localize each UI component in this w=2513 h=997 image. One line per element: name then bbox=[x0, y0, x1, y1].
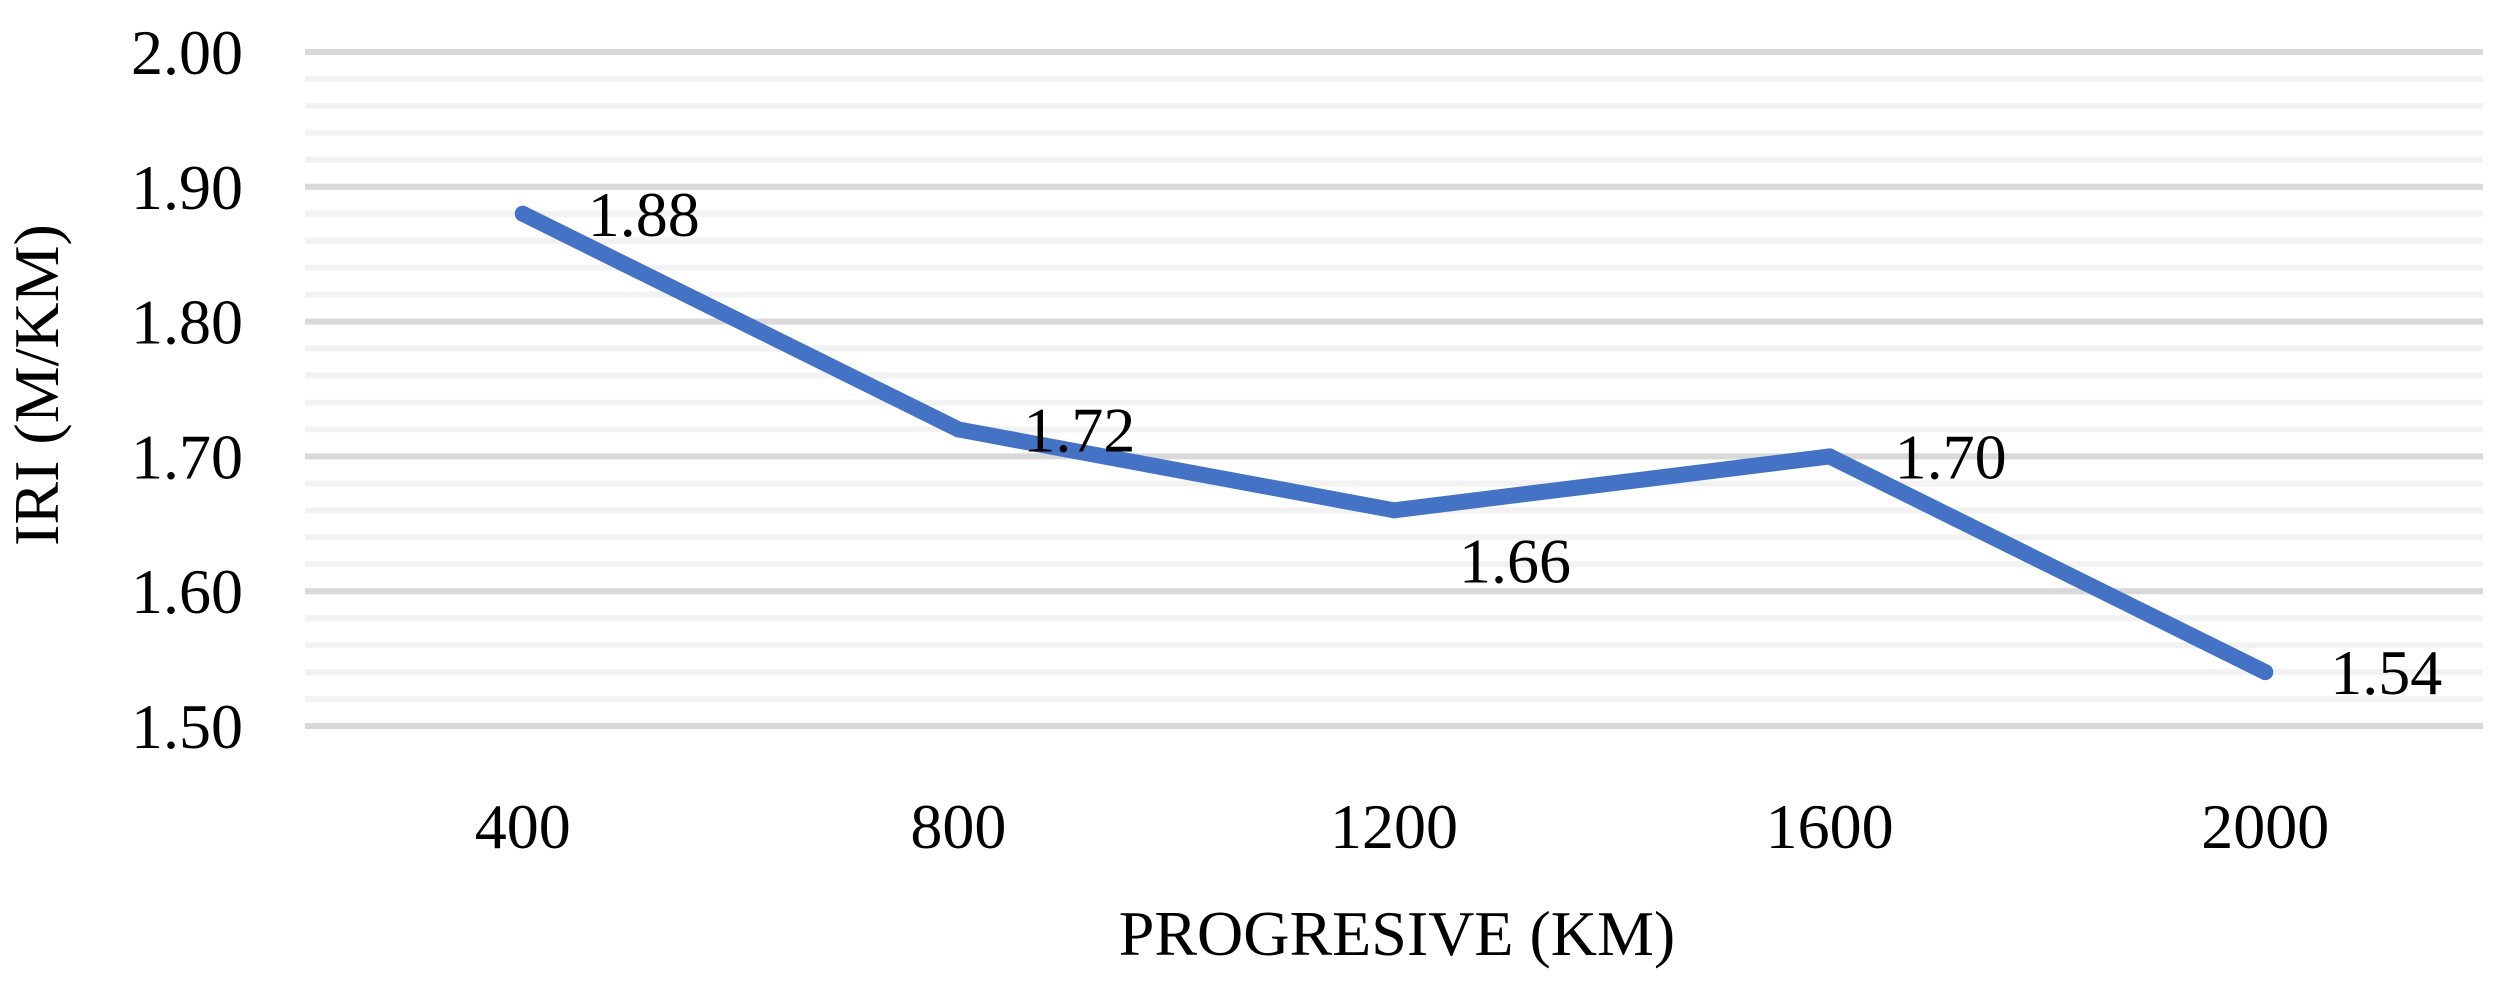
y-tick-label: 2.00 bbox=[131, 17, 243, 88]
data-label: 1.72 bbox=[1023, 394, 1135, 465]
y-tick-label: 1.60 bbox=[131, 556, 243, 627]
y-tick-label: 1.80 bbox=[131, 287, 243, 358]
x-tick-label: 1600 bbox=[1766, 791, 1894, 862]
x-tick-label: 400 bbox=[475, 791, 571, 862]
data-labels: 1.88 1.72 1.66 1.70 1.54 bbox=[588, 179, 2442, 708]
data-label: 1.66 bbox=[1459, 525, 1571, 596]
data-point bbox=[950, 421, 967, 438]
data-point bbox=[514, 205, 531, 222]
x-tick-label: 800 bbox=[910, 791, 1006, 862]
y-axis-title: IRI (M/KM) bbox=[1, 224, 72, 546]
y-tick-label: 1.90 bbox=[131, 152, 243, 223]
data-label: 1.54 bbox=[2330, 637, 2442, 708]
y-tick-label: 1.70 bbox=[131, 421, 243, 492]
data-point bbox=[1386, 502, 1402, 519]
x-tick-label: 1200 bbox=[1330, 791, 1458, 862]
x-tick-label: 2000 bbox=[2201, 791, 2329, 862]
y-tick-label: 1.50 bbox=[131, 691, 243, 762]
data-point bbox=[2257, 664, 2274, 681]
data-point bbox=[1821, 448, 1838, 465]
y-axis-tick-labels: 1.50 1.60 1.70 1.80 1.90 2.00 bbox=[131, 17, 243, 762]
x-axis-tick-labels: 400 800 1200 1600 2000 bbox=[475, 791, 2329, 862]
data-label: 1.70 bbox=[1895, 421, 2007, 492]
data-label: 1.88 bbox=[588, 179, 700, 250]
x-axis-title: PROGRESIVE (KM) bbox=[1119, 898, 1675, 969]
major-gridlines bbox=[305, 49, 2483, 729]
series-layer bbox=[514, 205, 2274, 681]
